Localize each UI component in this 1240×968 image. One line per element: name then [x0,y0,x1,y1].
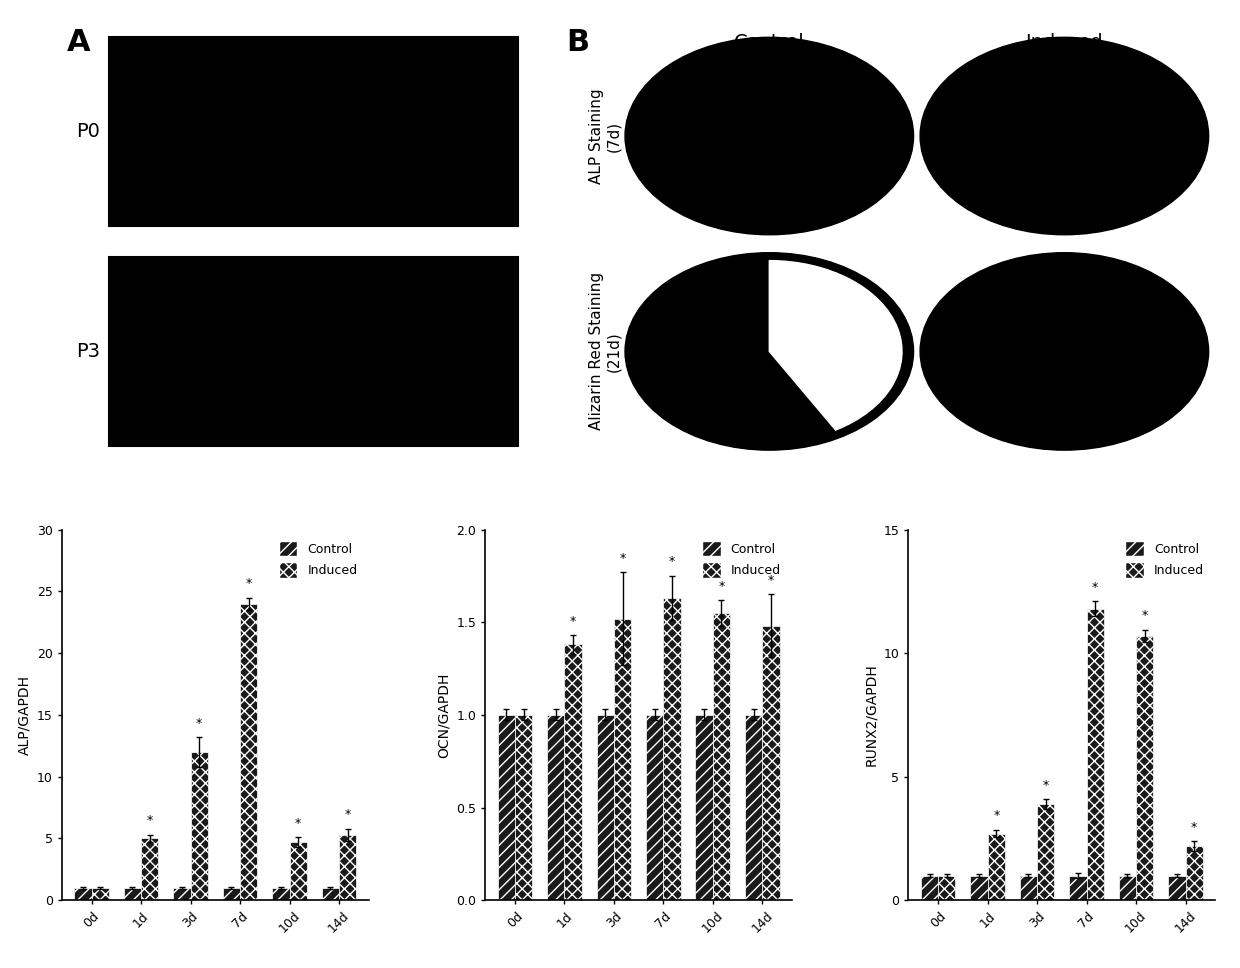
Bar [614,619,631,900]
Bar [515,715,532,900]
Text: Control: Control [734,33,805,52]
Bar [74,888,92,900]
Bar [1086,609,1104,900]
Bar [646,715,663,900]
Circle shape [625,253,914,450]
Bar [596,715,614,900]
Text: *: * [993,809,999,823]
Text: Alizarin Red Staining
(21d): Alizarin Red Staining (21d) [589,272,621,431]
Text: B: B [565,28,589,57]
Y-axis label: OCN/GAPDH: OCN/GAPDH [436,672,450,758]
Bar [290,842,306,900]
Text: Induced: Induced [1025,33,1104,52]
Text: *: * [1043,778,1049,792]
Text: *: * [1192,821,1198,833]
Text: *: * [196,716,202,730]
Text: *: * [620,552,626,564]
Text: *: * [570,615,577,628]
Text: *: * [1092,581,1099,593]
FancyBboxPatch shape [109,257,518,445]
Text: *: * [768,574,774,587]
Bar [547,715,564,900]
Text: A: A [67,28,91,57]
FancyBboxPatch shape [109,38,518,226]
Bar [497,715,515,900]
Bar [1168,875,1185,900]
Wedge shape [769,260,901,430]
Bar [191,752,208,900]
Bar [971,875,987,900]
Bar [174,888,191,900]
Y-axis label: ALP/GAPDH: ALP/GAPDH [17,675,31,755]
Text: *: * [718,580,724,592]
Text: P3: P3 [76,342,100,361]
Bar [564,645,582,900]
Circle shape [625,38,914,235]
Bar [987,833,1004,900]
Text: P0: P0 [76,122,100,141]
Text: *: * [246,577,252,590]
Bar [713,613,730,900]
Bar [124,888,141,900]
Bar [1118,875,1136,900]
Bar [663,598,681,900]
Bar [321,888,339,900]
Bar [1136,636,1153,900]
Bar [273,888,290,900]
Bar [763,626,780,900]
Bar [223,888,241,900]
Legend: Control, Induced: Control, Induced [1120,536,1209,583]
Text: *: * [1142,609,1148,622]
Legend: Control, Induced: Control, Induced [697,536,786,583]
Bar [696,715,713,900]
Y-axis label: RUNX2/GAPDH: RUNX2/GAPDH [864,663,878,767]
Bar [1037,803,1054,900]
Bar [1069,875,1086,900]
Text: *: * [345,808,351,821]
Bar [745,715,763,900]
Bar [1019,875,1037,900]
Circle shape [920,253,1209,450]
Bar [92,888,109,900]
Bar [241,604,258,900]
Bar [921,875,939,900]
Legend: Control, Induced: Control, Induced [274,536,362,583]
Text: *: * [668,556,675,568]
Bar [141,838,159,900]
Text: ALP Staining
(7d): ALP Staining (7d) [589,88,621,184]
Bar [1185,846,1203,900]
Text: *: * [295,817,301,830]
Text: *: * [146,814,153,828]
Bar [939,875,956,900]
Bar [339,834,356,900]
Circle shape [920,38,1209,235]
